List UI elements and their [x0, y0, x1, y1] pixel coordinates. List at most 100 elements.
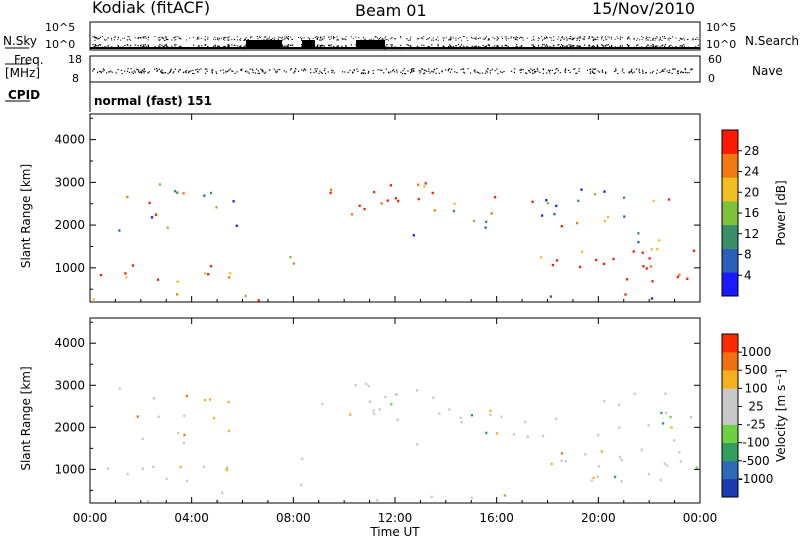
freq-point — [196, 71, 199, 73]
rti-cell — [580, 188, 583, 191]
freq-point — [628, 71, 630, 73]
nsearch-point — [647, 39, 649, 41]
rti-cell — [648, 257, 651, 260]
nsky-point — [228, 45, 230, 47]
freq-point — [476, 71, 478, 73]
freq-point — [487, 68, 489, 70]
nsky-point — [198, 45, 200, 47]
rti-cell — [227, 429, 230, 433]
rti-cell — [226, 468, 229, 472]
nsky-point — [345, 46, 347, 48]
freq-point — [564, 71, 567, 73]
freq-point — [451, 68, 453, 70]
rti-cell — [596, 475, 599, 478]
rti-cell — [204, 398, 207, 402]
nsearch-point — [231, 39, 233, 41]
freq-point — [215, 71, 217, 73]
freq-point — [491, 68, 493, 70]
nsearch-point — [237, 39, 239, 41]
freq-point — [638, 68, 640, 70]
nsearch-point — [284, 38, 286, 40]
nsky-point — [385, 45, 387, 47]
freq-point — [592, 68, 594, 70]
freq-point — [688, 71, 690, 74]
rti-cell — [620, 480, 623, 483]
nsearch-point — [164, 40, 166, 41]
nsearch-point — [358, 37, 360, 39]
nsearch-point — [207, 38, 209, 40]
freq-point — [179, 69, 181, 71]
nsearch-point — [101, 36, 103, 38]
nsearch-point — [282, 39, 283, 41]
freq-point — [100, 72, 102, 74]
rti-cell — [686, 277, 689, 280]
nsky-point — [107, 45, 109, 47]
nsearch-point — [224, 39, 226, 41]
nsky-point — [198, 45, 200, 47]
nsearch-point — [409, 38, 411, 40]
rti-cell — [489, 413, 492, 416]
freq-point — [269, 69, 271, 71]
freq-point — [559, 72, 561, 74]
freq-point — [392, 70, 394, 72]
nsky-point — [501, 45, 503, 47]
nsearch-point — [549, 36, 551, 38]
nsearch-point — [614, 38, 616, 40]
nsearch-point — [319, 40, 321, 41]
freq-point — [413, 68, 415, 70]
colorbar-tick-label: 28 — [744, 144, 759, 158]
freq-point — [385, 68, 387, 70]
freq-point — [494, 70, 496, 72]
nsky-point — [670, 44, 672, 46]
freq-tick-top: 18 — [68, 53, 82, 66]
freq-point — [276, 71, 278, 73]
nsearch-point — [266, 39, 268, 41]
freq-point — [645, 72, 647, 74]
freq-point — [333, 72, 335, 74]
nsky-point — [223, 45, 225, 48]
nsearch-point — [628, 36, 630, 38]
nsky-point — [579, 45, 581, 47]
nsearch-point — [172, 37, 174, 39]
nsearch-point — [377, 37, 379, 39]
nsky-point — [637, 44, 639, 46]
freq-point — [362, 73, 364, 75]
rti-cell — [301, 457, 304, 461]
nsearch-point — [288, 36, 289, 37]
freq-point — [445, 69, 447, 71]
nsearch-point — [222, 39, 224, 41]
nsearch-point — [97, 38, 99, 40]
rti-cell — [666, 464, 669, 467]
nsearch-point — [467, 39, 469, 41]
nsearch-point — [124, 37, 126, 39]
nsky-point — [431, 44, 433, 46]
freq-point — [248, 72, 250, 74]
freq-point — [143, 68, 145, 70]
freq-point — [251, 68, 253, 70]
rti-cell — [416, 389, 419, 392]
freq-point — [535, 70, 537, 72]
nsearch-point — [537, 39, 539, 41]
nsky-point — [147, 45, 150, 47]
nsky-point — [553, 45, 555, 47]
freq-point — [586, 69, 589, 71]
nsky-point — [697, 44, 699, 46]
freq-point — [298, 70, 300, 72]
freq-point — [170, 68, 172, 70]
freq-point — [120, 69, 122, 71]
rti-cell — [118, 229, 121, 232]
freq-point — [368, 70, 370, 73]
nsearch-point — [604, 36, 606, 38]
nsearch-point — [291, 38, 293, 40]
nsearch-point — [94, 39, 96, 41]
rti-cell — [395, 393, 398, 396]
nsearch-point — [316, 39, 318, 40]
freq-point — [144, 70, 146, 72]
freq-point — [290, 68, 292, 70]
freq-point — [489, 72, 491, 74]
nsky-point — [593, 46, 595, 48]
rti-cell — [152, 397, 156, 400]
rti-cell — [564, 460, 567, 463]
nsearch-point — [315, 36, 317, 38]
colorbar-tick-label: 8 — [744, 248, 752, 262]
